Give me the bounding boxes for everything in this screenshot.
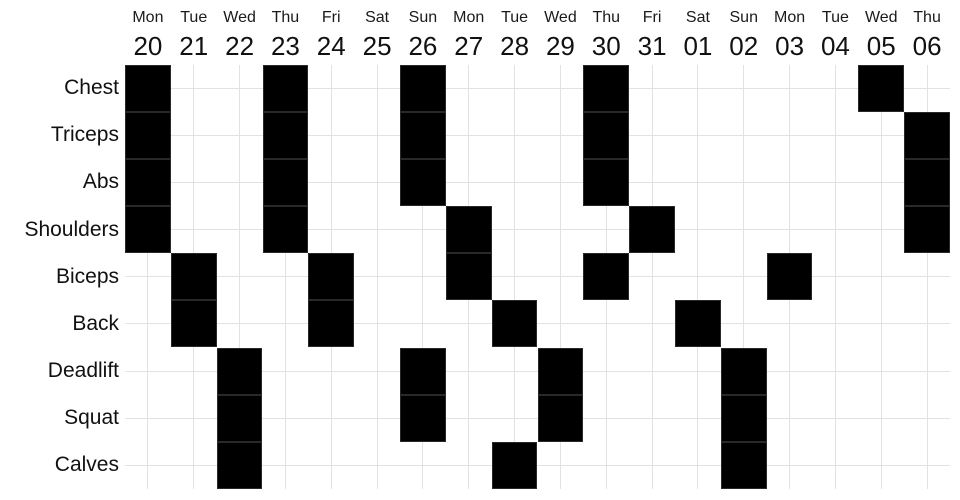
heatmap-cell	[766, 253, 813, 301]
heatmap-cell	[170, 300, 217, 348]
heatmap-cell	[583, 158, 630, 206]
day-label: Mon	[132, 9, 164, 26]
heatmap-cell	[904, 158, 950, 206]
heatmap-cell	[720, 441, 767, 489]
date-label: 31	[637, 31, 667, 61]
heatmap-cell	[583, 111, 630, 159]
heatmap-cell	[125, 64, 171, 112]
heatmap-cell	[308, 253, 355, 301]
date-label: 27	[454, 31, 484, 61]
date-label: 03	[775, 31, 805, 61]
day-label: Fri	[321, 9, 341, 26]
exercise-label: Biceps	[55, 264, 119, 288]
heatmap-cell	[262, 64, 309, 112]
heatmap-cell	[170, 253, 217, 301]
heatmap-cell	[308, 300, 355, 348]
heatmap-cell	[537, 347, 584, 395]
day-label: Wed	[864, 9, 898, 26]
day-label: Sun	[729, 9, 758, 26]
day-label: Wed	[223, 9, 256, 26]
date-label: 28	[500, 31, 530, 61]
heatmap-cell	[125, 206, 171, 254]
day-label: Sat	[365, 9, 390, 26]
heatmap-cell	[216, 347, 263, 395]
heatmap-cell	[491, 441, 538, 489]
date-label: 26	[408, 31, 438, 61]
grid-line-horizontal	[125, 229, 950, 231]
exercise-label: Calves	[54, 453, 119, 477]
exercise-label: Squat	[64, 406, 119, 430]
day-label: Tue	[501, 9, 529, 26]
heatmap-cell	[445, 253, 492, 301]
day-label: Fri	[642, 9, 662, 26]
heatmap-cell	[216, 441, 263, 489]
date-label: 20	[133, 31, 163, 61]
heatmap-cell	[675, 300, 721, 348]
day-label: Tue	[821, 9, 849, 26]
date-label: 02	[729, 31, 759, 61]
grid-line-horizontal	[125, 181, 950, 183]
day-label: Wed	[544, 9, 577, 26]
date-label: 30	[591, 31, 621, 61]
exercise-label: Deadlift	[47, 359, 119, 383]
date-label: 29	[545, 31, 575, 61]
day-label: Mon	[453, 9, 485, 26]
exercise-label: Back	[72, 311, 119, 335]
grid-line-horizontal	[125, 276, 950, 278]
day-label: Sat	[685, 9, 710, 26]
heatmap-cell	[904, 111, 950, 159]
heatmap-cell	[400, 111, 446, 159]
heatmap-cell	[262, 111, 309, 159]
date-label: 21	[179, 31, 209, 61]
heatmap-cell	[125, 111, 171, 159]
exercise-label: Triceps	[50, 123, 119, 147]
exercise-label: Shoulders	[24, 217, 119, 241]
heatmap-cell	[583, 253, 630, 301]
day-label: Thu	[271, 9, 300, 26]
date-label: 24	[316, 31, 346, 61]
exercise-label: Abs	[82, 170, 119, 194]
heatmap-cell	[400, 158, 446, 206]
heatmap-cell	[400, 64, 446, 112]
heatmap-cell	[445, 206, 492, 254]
grid-line-horizontal	[125, 87, 950, 89]
heatmap-cell	[262, 206, 309, 254]
date-label: 23	[270, 31, 300, 61]
date-label: 05	[866, 31, 896, 61]
date-label: 06	[912, 31, 942, 61]
grid-line-horizontal	[125, 464, 950, 466]
date-label: 01	[683, 31, 713, 61]
grid-line-horizontal	[125, 134, 950, 136]
heatmap-cell	[400, 347, 446, 395]
heatmap-cell	[858, 64, 905, 112]
date-label: 04	[820, 31, 850, 61]
heatmap-cell	[125, 158, 171, 206]
day-label: Thu	[592, 9, 621, 26]
day-label: Tue	[180, 9, 208, 26]
date-label: 22	[225, 31, 255, 61]
day-label: Mon	[774, 9, 806, 26]
heatmap-cell	[491, 300, 538, 348]
heatmap-cell	[537, 394, 584, 442]
heatmap-cell	[216, 394, 263, 442]
heatmap-cell	[720, 394, 767, 442]
date-label: 25	[362, 31, 392, 61]
heatmap-cell	[262, 158, 309, 206]
day-label: Sun	[408, 9, 438, 26]
day-label: Thu	[913, 9, 941, 26]
heatmap-cell	[904, 206, 950, 254]
exercise-label: Chest	[64, 76, 119, 100]
heatmap-cell	[720, 347, 767, 395]
heatmap-cell	[583, 64, 630, 112]
heatmap-cell	[629, 206, 675, 254]
grid-line-horizontal	[125, 323, 950, 325]
heatmap-cell	[400, 394, 446, 442]
